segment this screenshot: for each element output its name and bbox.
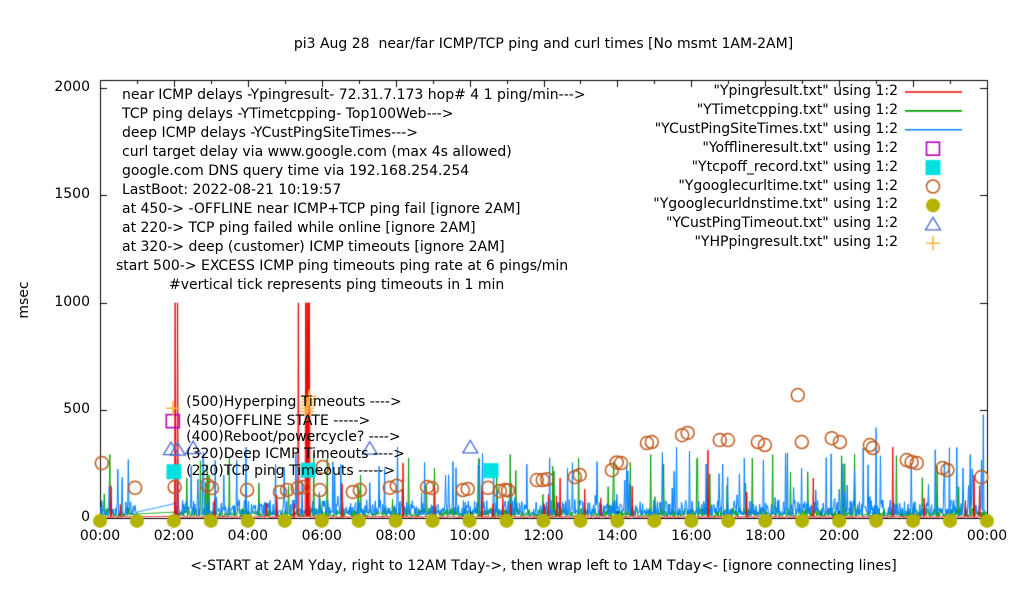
legend-item-label: "Ygooglecurltime.txt" using 1:2 [678,177,898,194]
y-tick-label: 500 [63,401,90,418]
x-tick-label: 10:00 [449,528,490,544]
x-tick-label: 12:00 [523,528,564,544]
x-tick-label: 00:00 [79,528,121,544]
x-tick-label: 16:00 [671,528,712,544]
annotation-line: near ICMP delays -Ypingresult- 72.31.7.1… [122,87,586,103]
legend-item-label: "YCustPingSiteTimes.txt" using 1:2 [654,120,898,137]
legend-item-label: "Yofflineresult.txt" using 1:2 [702,139,898,156]
x-tick-label: 04:00 [227,528,268,544]
x-tick-label: 14:00 [597,528,638,544]
legend-item-label: "Ytcpoff_record.txt" using 1:2 [691,158,898,175]
x-axis-label: <-START at 2AM Yday, right to 12AM Tday-… [190,558,897,574]
x-tick-label: 00:00 [966,528,1008,544]
annotation-line: start 500-> EXCESS ICMP ping timeouts pi… [116,258,569,274]
legend-item-label: "YHPpingresult.txt" using 1:2 [694,234,898,251]
level-annotation: (400)Reboot/powercycle? ----> [186,429,401,446]
legend-item-label: "YCustPingTimeout.txt" using 1:2 [665,215,898,232]
level-annotation: (500)Hyperping Timeouts ----> [186,393,402,410]
annotation-block: near ICMP delays -Ypingresult- 72.31.7.1… [116,86,586,295]
annotation-line: #vertical tick represents ping timeouts … [169,277,505,293]
y-tick-label: 1500 [54,186,90,203]
level-annotation: (220)TCP ping Timeouts -----> [186,463,396,480]
annotation-line: at 320-> deep (customer) ICMP timeouts [… [122,239,505,255]
chart-title: pi3 Aug 28 near/far ICMP/TCP ping and cu… [293,36,794,52]
legend-item-label: "Ypingresult.txt" using 1:2 [713,83,898,99]
x-tick-label: 20:00 [818,528,860,544]
x-tick-label: 02:00 [153,528,195,544]
annotation-line: at 220-> TCP ping failed while online [i… [122,220,476,236]
level-annotation: (450)OFFLINE STATE -----> [186,412,371,429]
annotation-line: LastBoot: 2022-08-21 10:19:57 [122,182,342,198]
legend-item-label: "Ygooglecurldnstime.txt" using 1:2 [653,196,898,213]
annotation-line: at 450-> -OFFLINE near ICMP+TCP ping fai… [122,201,521,217]
x-tick-label: 22:00 [892,528,934,544]
legend-item-label: "YTimetcpping.txt" using 1:2 [696,101,898,118]
x-tick-label: 08:00 [375,528,416,544]
y-tick-label: 1000 [54,293,90,310]
annotation-line: deep ICMP delays -YCustPingSiteTimes---> [122,125,419,141]
level-annotation: (320)Deep ICMP Timeouts ----> [186,446,405,463]
y-tick-label: 0 [81,509,90,525]
x-tick-label: 18:00 [745,528,786,544]
y-tick-label: 2000 [54,78,90,95]
x-tick-label: 06:00 [301,528,342,544]
annotation-line: curl target delay via www.google.com (ma… [122,144,512,160]
annotation-line: TCP ping delays -YTimetcpping- Top100Web… [122,106,454,122]
annotation-line: google.com DNS query time via 192.168.25… [122,163,470,179]
